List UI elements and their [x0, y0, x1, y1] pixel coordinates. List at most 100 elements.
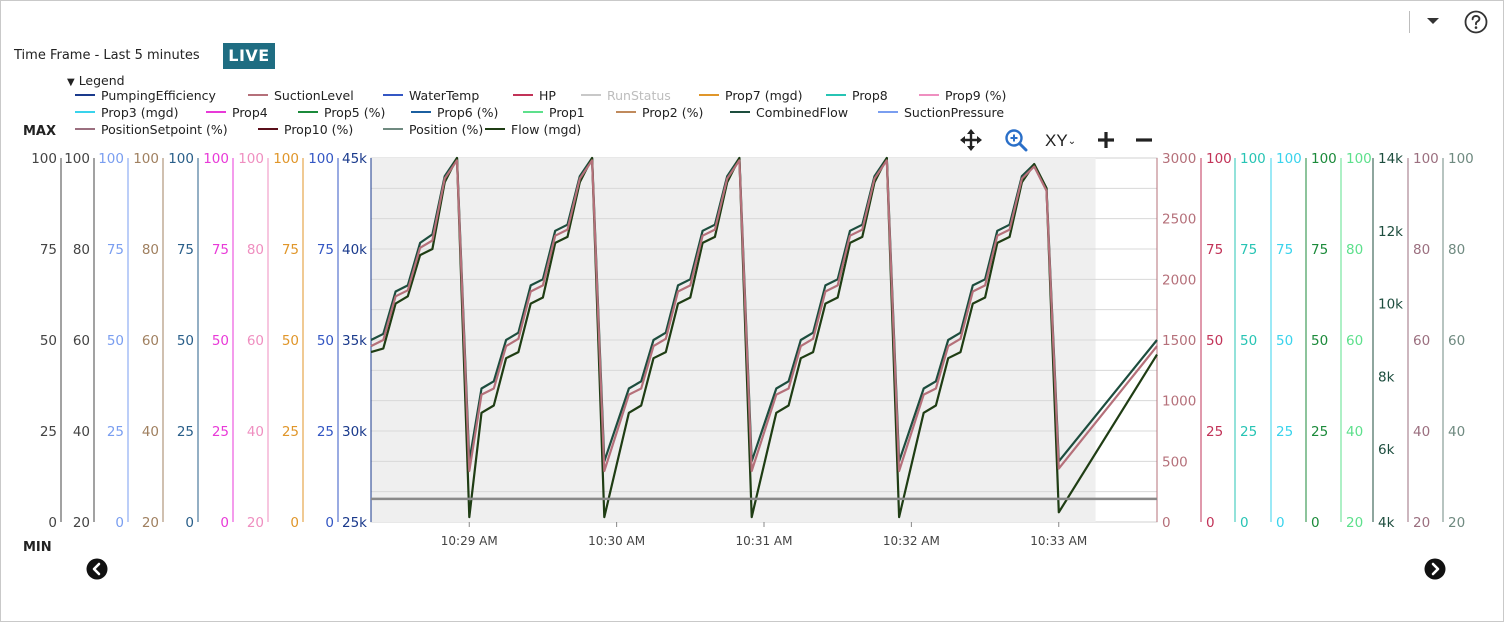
zoom-in-icon[interactable]: [1004, 128, 1028, 152]
y-tick-label: 40: [1346, 424, 1363, 440]
legend-item[interactable]: CombinedFlow: [730, 105, 848, 121]
y-tick-label: 25: [317, 424, 334, 440]
legend-label: WaterTemp: [409, 88, 480, 103]
live-button[interactable]: LIVE: [223, 43, 275, 69]
legend-toggle[interactable]: ▼ Legend: [67, 73, 125, 88]
y-tick-label: 100: [1240, 151, 1266, 167]
y-tick-label: 8k: [1378, 369, 1395, 385]
timeframe-label: Time Frame - Last 5 minutes: [14, 48, 200, 63]
legend-label: CombinedFlow: [756, 105, 849, 120]
legend-label: PositionSetpoint (%): [101, 122, 228, 137]
legend-swatch: [75, 93, 95, 96]
legend-swatch: [523, 110, 543, 113]
y-tick-label: 75: [1276, 242, 1293, 258]
legend-item[interactable]: WaterTemp: [383, 88, 479, 104]
legend-item[interactable]: PositionSetpoint (%): [75, 122, 228, 138]
y-tick-label: 20: [1448, 515, 1465, 531]
y-tick-label: 0: [1311, 515, 1320, 531]
y-tick-label: 25: [282, 424, 299, 440]
legend-item[interactable]: SuctionPressure: [878, 105, 1004, 121]
legend-label: Prop1: [549, 105, 585, 120]
y-tick-label: 0: [185, 515, 194, 531]
legend-item[interactable]: RunStatus: [581, 88, 671, 104]
y-tick-label: 0: [325, 515, 334, 531]
legend-item[interactable]: Prop10 (%): [258, 122, 353, 138]
legend-swatch: [616, 110, 636, 113]
y-tick-label: 0: [1162, 515, 1171, 531]
y-tick-label: 60: [142, 333, 159, 349]
legend-label: Prop7 (mgd): [725, 88, 803, 103]
scroll-back-icon[interactable]: [86, 558, 108, 580]
xy-mode-selector[interactable]: XY⌄: [1045, 131, 1076, 151]
y-tick-label: 2500: [1162, 212, 1196, 228]
y-tick-label: 25: [1240, 424, 1257, 440]
y-tick-label: 100: [203, 151, 229, 167]
y-tick-label: 100: [64, 151, 90, 167]
y-tick-label: 60: [1448, 333, 1465, 349]
y-tick-label: 0: [48, 515, 57, 531]
y-tick-label: 60: [1346, 333, 1363, 349]
y-tick-label: 100: [31, 151, 57, 167]
legend-item[interactable]: Flow (mgd): [485, 122, 581, 138]
legend-item[interactable]: Prop2 (%): [616, 105, 703, 121]
legend-item[interactable]: SuctionLevel: [248, 88, 354, 104]
legend-swatch: [919, 93, 939, 96]
y-tick-label: 50: [1206, 333, 1223, 349]
series-line: [370, 159, 1158, 473]
legend-label: HP: [539, 88, 556, 103]
y-tick-label: 60: [73, 333, 90, 349]
legend-item[interactable]: Prop3 (mgd): [75, 105, 179, 121]
chevron-down-icon[interactable]: [1425, 13, 1441, 29]
minus-icon[interactable]: [1132, 128, 1156, 152]
y-tick-label: 20: [73, 515, 90, 531]
y-tick-label: 0: [1276, 515, 1285, 531]
legend-swatch: [298, 110, 318, 113]
legend-item[interactable]: Prop1: [523, 105, 585, 121]
legend-swatch: [75, 127, 95, 130]
y-tick-label: 30k: [342, 424, 367, 440]
chevron-down-icon: ⌄: [1067, 136, 1077, 147]
legend-label: SuctionLevel: [274, 88, 354, 103]
pan-icon[interactable]: [959, 128, 983, 152]
legend-label: Prop5 (%): [324, 105, 386, 120]
y-tick-label: 25: [177, 424, 194, 440]
series-line: [370, 156, 1158, 519]
legend-item[interactable]: Prop7 (mgd): [699, 88, 803, 104]
y-tick-label: 50: [107, 333, 124, 349]
legend-label: Prop2 (%): [642, 105, 704, 120]
legend-item[interactable]: Prop6 (%): [411, 105, 498, 121]
plot-area: [370, 157, 1158, 523]
legend-item[interactable]: Prop8: [826, 88, 888, 104]
legend-item[interactable]: Prop5 (%): [298, 105, 385, 121]
legend-item[interactable]: Prop4: [206, 105, 268, 121]
legend-swatch: [75, 110, 95, 113]
toolbar-divider: [1409, 11, 1410, 33]
y-tick-label: 4k: [1378, 515, 1395, 531]
historical-shading: [371, 158, 1096, 522]
y-tick-label: 25: [212, 424, 229, 440]
legend-label: RunStatus: [607, 88, 671, 103]
legend-item[interactable]: Prop9 (%): [919, 88, 1006, 104]
y-tick-label: 25: [107, 424, 124, 440]
legend-item[interactable]: HP: [513, 88, 556, 104]
legend-swatch: [411, 110, 431, 113]
legend-item[interactable]: PumpingEfficiency: [75, 88, 216, 104]
y-tick-label: 100: [1346, 151, 1372, 167]
legend-item[interactable]: Position (%): [383, 122, 483, 138]
y-tick-label: 50: [40, 333, 57, 349]
y-tick-label: 40: [142, 424, 159, 440]
legend-label: Prop9 (%): [945, 88, 1007, 103]
y-tick-label: 40: [247, 424, 264, 440]
y-tick-label: 20: [1346, 515, 1363, 531]
legend-label: Prop4: [232, 105, 268, 120]
y-tick-label: 80: [1413, 242, 1430, 258]
plus-icon[interactable]: [1094, 128, 1118, 152]
scroll-forward-icon[interactable]: [1424, 558, 1446, 580]
y-tick-label: 100: [308, 151, 334, 167]
help-icon[interactable]: [1464, 10, 1488, 34]
legend-label: Position (%): [409, 122, 484, 137]
xy-mode-label: XY: [1045, 131, 1068, 150]
y-tick-label: 75: [1311, 242, 1328, 258]
y-tick-label: 50: [1276, 333, 1293, 349]
